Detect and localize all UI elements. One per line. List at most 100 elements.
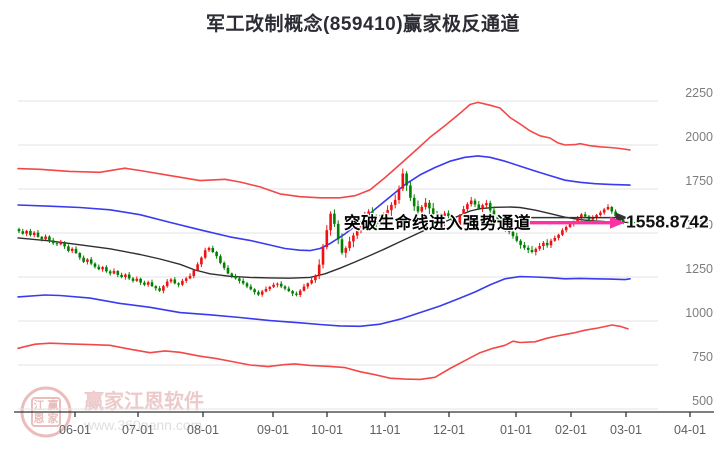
- candle: [279, 281, 283, 289]
- candle-body: [268, 286, 272, 289]
- candle-body: [135, 278, 139, 281]
- candle-body: [595, 215, 598, 218]
- candle: [21, 228, 25, 235]
- candle-body: [181, 280, 184, 285]
- y-axis-label: 1250: [685, 262, 713, 276]
- candle: [466, 202, 469, 214]
- candle: [416, 200, 420, 214]
- candle: [207, 246, 211, 253]
- candle: [74, 246, 78, 254]
- candle-body: [336, 223, 340, 240]
- candle-body: [241, 280, 245, 284]
- candle-body: [325, 230, 329, 248]
- candle-body: [371, 211, 374, 218]
- candle-body: [249, 286, 253, 290]
- candle: [557, 233, 560, 241]
- candle: [93, 262, 97, 269]
- candle: [462, 205, 465, 218]
- candle-body: [507, 227, 511, 232]
- watermark-logo-char: 恩: [34, 412, 45, 425]
- candle: [363, 211, 367, 227]
- candle: [371, 207, 374, 221]
- watermark-logo-char: 江: [34, 398, 45, 412]
- candle-body: [466, 204, 469, 210]
- candle: [36, 230, 40, 238]
- candle: [336, 220, 340, 244]
- candle-body: [542, 242, 545, 247]
- x-axis-label: 07-01: [122, 423, 154, 437]
- candle-body: [602, 209, 606, 213]
- candle-body: [348, 241, 351, 249]
- candle: [184, 276, 188, 283]
- candle: [450, 213, 454, 225]
- candle-body: [215, 252, 218, 257]
- candle: [67, 244, 70, 253]
- candle-body: [192, 270, 196, 276]
- candle-body: [606, 206, 610, 210]
- candle: [401, 168, 405, 191]
- candle-body: [44, 236, 47, 240]
- candle-body: [321, 247, 325, 265]
- candle-body: [116, 271, 120, 275]
- pink-arrow-head: [610, 216, 625, 229]
- candle: [564, 225, 568, 233]
- candle-body: [424, 202, 427, 207]
- candle-body: [382, 214, 386, 221]
- candle: [443, 210, 446, 227]
- candle-body: [367, 211, 370, 217]
- candle: [435, 210, 439, 223]
- candle-body: [359, 224, 363, 230]
- candle-body: [169, 279, 173, 282]
- candle-body: [576, 218, 579, 222]
- candle: [325, 225, 329, 250]
- candle-body: [82, 257, 85, 262]
- candle-body: [48, 236, 51, 241]
- candle: [329, 211, 332, 236]
- candle-body: [393, 199, 397, 205]
- y-axis-label: 2250: [685, 86, 713, 100]
- candle-body: [473, 200, 477, 205]
- candle: [496, 214, 500, 224]
- candle: [222, 261, 226, 270]
- candle-body: [120, 274, 123, 277]
- candle: [112, 268, 116, 275]
- watermark-url: www.360gann.com: [83, 417, 202, 433]
- candle: [150, 279, 154, 288]
- candle-body: [302, 286, 306, 291]
- candle-body: [621, 219, 625, 223]
- candle-body: [530, 249, 534, 253]
- candle-body: [599, 212, 602, 216]
- candle-body: [519, 240, 522, 245]
- candle: [504, 222, 507, 232]
- candle: [154, 285, 158, 291]
- candle: [55, 241, 59, 247]
- candle: [428, 200, 431, 215]
- candle: [314, 274, 317, 283]
- candle-body: [564, 227, 568, 231]
- candle: [70, 247, 74, 254]
- candle: [143, 280, 146, 287]
- candle-body: [150, 282, 154, 287]
- candle: [511, 229, 515, 239]
- candle: [610, 206, 614, 214]
- candle: [431, 202, 435, 218]
- candle-body: [154, 286, 158, 289]
- candle: [86, 258, 89, 265]
- candle: [230, 272, 234, 279]
- channel-lines: [17, 101, 631, 381]
- candle-body: [21, 231, 25, 234]
- candle: [177, 282, 180, 288]
- candle-body: [390, 204, 393, 211]
- gridlines: [18, 100, 658, 410]
- x-axis-label: 10-01: [311, 423, 343, 437]
- candle-body: [173, 279, 177, 284]
- lower-inner-blue-line: [17, 275, 631, 328]
- x-axis-label: 12-01: [433, 423, 465, 437]
- candle: [412, 194, 416, 211]
- candle: [192, 269, 196, 279]
- candle: [253, 288, 256, 295]
- candle-body: [234, 275, 237, 279]
- candle-body: [272, 284, 275, 287]
- x-axis-label: 08-01: [187, 423, 219, 437]
- candle: [386, 205, 389, 218]
